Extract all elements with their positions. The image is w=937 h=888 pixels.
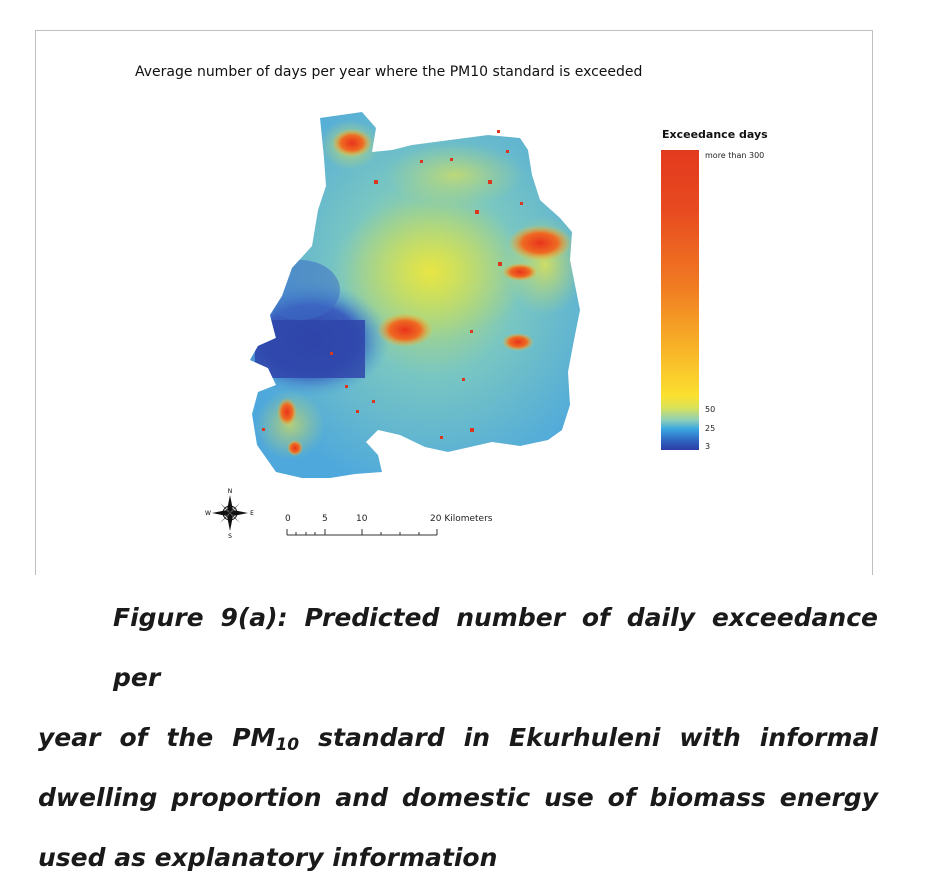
exceedance-map — [250, 112, 580, 478]
hotspots — [277, 129, 572, 456]
caption-line-4: used as explanatory information — [38, 843, 498, 872]
caption-line-3: dwelling proportion and domestic use of … — [38, 783, 878, 812]
figure-caption: Figure 9(a): Predicted number of daily e… — [38, 588, 878, 888]
caption-line-2a: year of the PM — [38, 723, 276, 752]
caption-subscript: 10 — [275, 735, 300, 755]
caption-line-1: Figure 9(a): Predicted number of daily e… — [113, 603, 878, 692]
map-title: Average number of days per year where th… — [135, 64, 643, 80]
scale-tick-10: 10 — [356, 514, 368, 524]
legend-label-max: more than 300 — [705, 151, 765, 160]
scale-tick-20: 20 Kilometers — [430, 514, 493, 524]
legend-color-ramp — [661, 150, 699, 450]
legend-label-3: 3 — [705, 442, 711, 451]
compass-w: W — [205, 510, 211, 517]
compass-n: N — [228, 488, 233, 495]
compass-s: S — [228, 533, 232, 540]
legend-label-50: 50 — [705, 405, 716, 414]
scale-bar — [286, 529, 438, 536]
legend-title: Exceedance days — [662, 128, 768, 141]
caption-line-2: year of the PM10 standard in Ekurhuleni … — [38, 708, 878, 768]
legend-label-25: 25 — [705, 424, 716, 433]
compass-e: E — [250, 510, 254, 517]
point-hotspots — [262, 130, 523, 439]
caption-line-2b: standard in Ekurhuleni with informal — [299, 723, 879, 752]
scale-tick-0: 0 — [285, 514, 291, 524]
scale-tick-5: 5 — [322, 514, 328, 524]
compass-rose-icon: N S E W — [205, 488, 254, 540]
